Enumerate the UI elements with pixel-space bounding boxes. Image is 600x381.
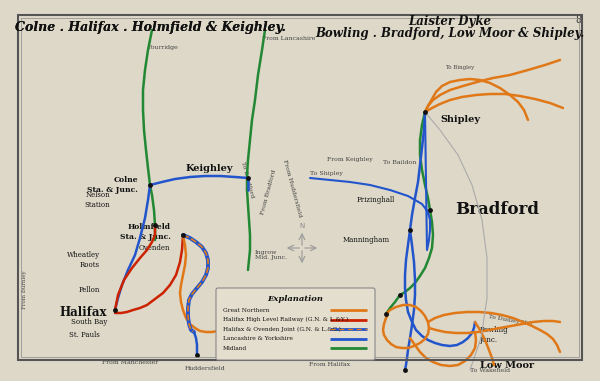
Text: From Keighley: From Keighley [327,157,373,163]
Text: Ovenden: Ovenden [139,244,170,252]
Text: Huddersfield: Huddersfield [185,365,226,370]
Text: Bowling
Junc.: Bowling Junc. [480,327,509,344]
Text: N: N [299,223,305,229]
Text: From Huddersfield: From Huddersfield [282,158,302,217]
Text: 8: 8 [576,15,582,25]
Text: Colne
Sta. & Junc.: Colne Sta. & Junc. [87,176,138,194]
Bar [21,18,579,357]
Text: From Halifax: From Halifax [319,328,360,333]
Text: Halifax High Level Railway (G.N. & L.&Y.): Halifax High Level Railway (G.N. & L.&Y.… [223,317,348,322]
Text: Explanation: Explanation [268,295,323,303]
Text: South Bay: South Bay [71,318,107,326]
Text: Fourridge: Fourridge [148,45,179,51]
Text: Midland: Midland [223,346,247,351]
Text: From Lancashire: From Lancashire [262,35,316,40]
Text: To Bingley: To Bingley [445,66,475,70]
Text: To Dudley Hill: To Dudley Hill [488,314,532,327]
Text: Keighley: Keighley [185,164,233,173]
Text: Ingrow
Mid. Junc.: Ingrow Mid. Junc. [255,250,287,260]
FancyBboxPatch shape [216,288,375,360]
Text: Low Moor: Low Moor [480,360,534,370]
Text: Bradford: Bradford [455,202,539,218]
Text: Frizinghall: Frizinghall [357,196,395,204]
Text: To Bradford: To Bradford [240,161,254,199]
Text: Nelson
Station: Nelson Station [85,191,110,209]
Text: Shipley: Shipley [440,115,480,124]
Text: Bowling . Bradford, Low Moor & Shipley.: Bowling . Bradford, Low Moor & Shipley. [316,27,584,40]
Text: From Bradford: From Bradford [260,169,277,215]
Text: Wheatley
Roots: Wheatley Roots [67,251,100,269]
Text: To Wakefield: To Wakefield [470,368,510,373]
Text: To Shipley: To Shipley [310,171,343,176]
Text: From Halifax: From Halifax [309,362,350,368]
Text: Colne . Halifax . Holmfield & Keighley.: Colne . Halifax . Holmfield & Keighley. [14,21,286,35]
Text: Holmfield
Sta. & Junc.: Holmfield Sta. & Junc. [120,223,171,240]
Text: Pellon: Pellon [79,286,100,294]
Text: From Manchester: From Manchester [102,360,158,365]
Text: Great
Norton: Great Norton [345,301,370,319]
Text: Great Northern: Great Northern [223,307,269,312]
Text: Laister Dyke: Laister Dyke [409,16,491,29]
Text: To Baildon: To Baildon [383,160,416,165]
Text: Halifax & Ovenden Joint (G.N. & L.&C.): Halifax & Ovenden Joint (G.N. & L.&C.) [223,327,341,332]
Text: Manningham: Manningham [343,236,390,244]
Text: Colne . Halifax . Holmfield & Keighley.: Colne . Halifax . Holmfield & Keighley. [14,21,286,35]
Text: Halifax: Halifax [59,306,107,319]
Text: From Burnley: From Burnley [22,271,27,309]
Text: Lancashire & Yorkshire: Lancashire & Yorkshire [223,336,293,341]
Text: St. Pauls: St. Pauls [69,331,100,339]
Text: To Huddersfield: To Huddersfield [225,352,275,357]
